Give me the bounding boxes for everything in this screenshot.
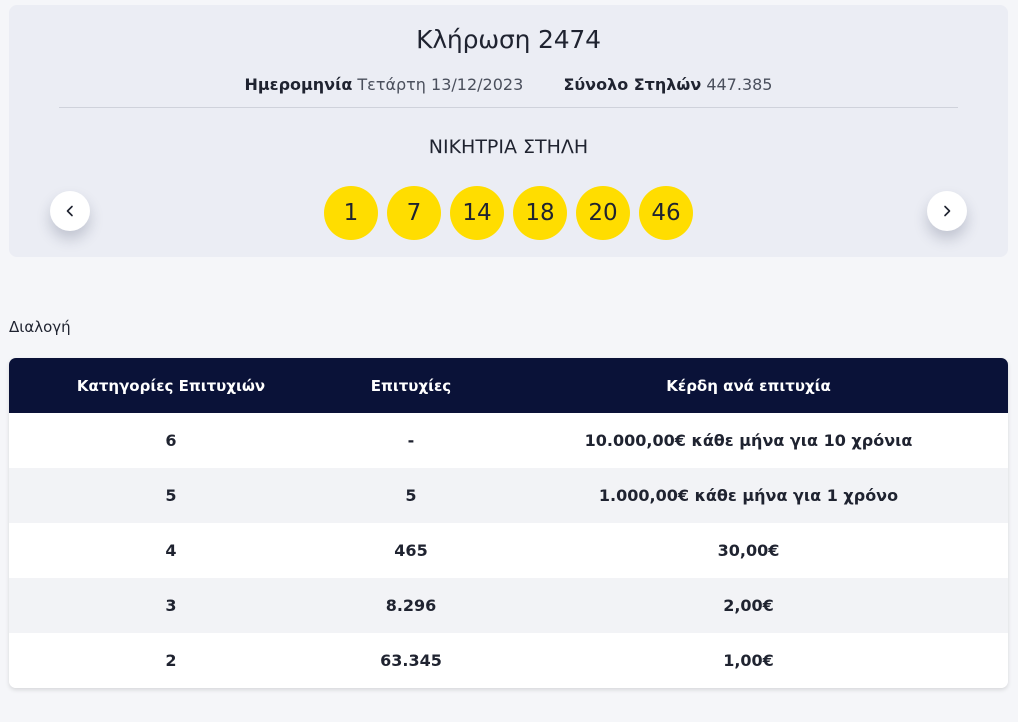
prize-cell: 10.000,00€ κάθε μήνα για 10 χρόνια (584, 431, 913, 450)
table-row: 5 5 1.000,00€ κάθε μήνα για 1 χρόνο (9, 468, 1008, 523)
category-cell: 4 (165, 541, 177, 560)
winners-cell: 63.345 (380, 651, 442, 670)
filter-label[interactable]: Διαλογή (9, 318, 71, 336)
number-ball: 1 (324, 186, 378, 240)
header-category: Κατηγορίες Επιτυχιών (76, 376, 266, 395)
prize-cell: 2,00€ (723, 596, 774, 615)
number-ball: 18 (513, 186, 567, 240)
winners-cell: - (407, 431, 415, 450)
number-ball: 14 (450, 186, 504, 240)
columns-value: 447.385 (706, 75, 773, 94)
table-row: 6 - 10.000,00€ κάθε μήνα για 10 χρόνια (9, 413, 1008, 468)
winning-numbers: 1 7 14 18 20 46 (9, 186, 1008, 240)
draw-meta: Ημερομηνία Τετάρτη 13/12/2023 Σύνολο Στη… (9, 75, 1008, 94)
winners-cell: 8.296 (385, 596, 437, 615)
winners-cell: 5 (405, 486, 417, 505)
number-ball: 7 (387, 186, 441, 240)
previous-draw-button[interactable] (50, 191, 90, 231)
divider (59, 107, 958, 108)
draw-card: Κλήρωση 2474 Ημερομηνία Τετάρτη 13/12/20… (9, 5, 1008, 257)
category-cell: 6 (165, 431, 177, 450)
date-label: Ημερομηνία (244, 75, 353, 94)
table-row: 3 8.296 2,00€ (9, 578, 1008, 633)
category-cell: 5 (165, 486, 177, 505)
next-draw-button[interactable] (927, 191, 967, 231)
prize-cell: 1,00€ (723, 651, 774, 670)
category-cell: 3 (165, 596, 177, 615)
table-row: 2 63.345 1,00€ (9, 633, 1008, 688)
number-ball: 20 (576, 186, 630, 240)
chevron-right-icon (944, 205, 951, 217)
chevron-left-icon (66, 205, 73, 217)
table-header-row: Κατηγορίες Επιτυχιών Επιτυχίες Κέρδη ανά… (9, 358, 1008, 413)
header-prize: Κέρδη ανά επιτυχία (666, 376, 831, 395)
columns-label: Σύνολο Στηλών (563, 75, 702, 94)
winning-column-title: ΝΙΚΗΤΡΙΑ ΣΤΗΛΗ (428, 136, 589, 158)
winners-cell: 465 (394, 541, 428, 560)
draw-title: Κλήρωση 2474 (416, 25, 601, 54)
header-winners: Επιτυχίες (370, 376, 452, 395)
prize-table: Κατηγορίες Επιτυχιών Επιτυχίες Κέρδη ανά… (9, 358, 1008, 688)
prize-cell: 1.000,00€ κάθε μήνα για 1 χρόνο (598, 486, 899, 505)
number-ball: 46 (639, 186, 693, 240)
table-row: 4 465 30,00€ (9, 523, 1008, 578)
category-cell: 2 (165, 651, 177, 670)
date-value: Τετάρτη 13/12/2023 (357, 75, 524, 94)
prize-cell: 30,00€ (717, 541, 780, 560)
